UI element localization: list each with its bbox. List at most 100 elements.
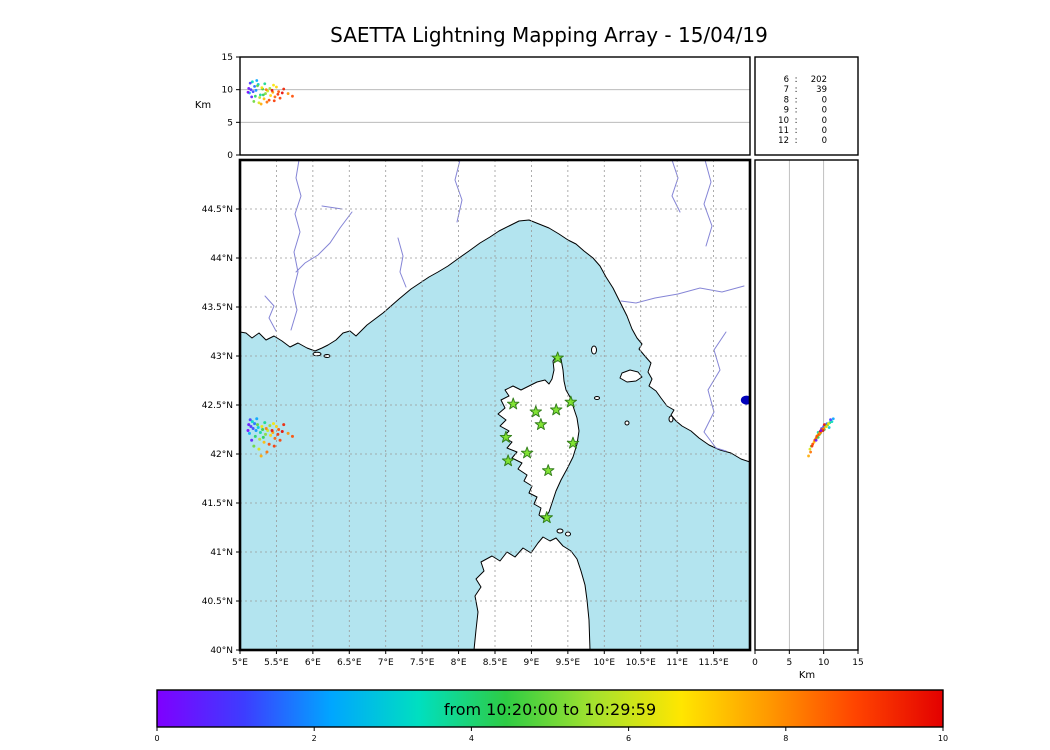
source-point-map — [272, 444, 276, 448]
source-point-map — [268, 424, 272, 428]
blue-marker-group — [740, 395, 750, 405]
station-count-n: 11 — [778, 126, 789, 136]
source-point-map — [256, 426, 260, 430]
source-point-alt-lat — [807, 454, 810, 458]
station-count-n: 6 — [784, 75, 789, 85]
source-point-alt-lon — [264, 88, 268, 92]
map-lon-labels: 5°E 5.5°E 6°E 6.5°E 7°E 7.5°E 8°E 8.5°E 9°E 9.5°E… — [232, 650, 729, 668]
station-count-sep: : — [795, 106, 798, 116]
source-point-map — [261, 428, 265, 431]
source-point-map — [248, 418, 252, 422]
source-point-alt-lon — [264, 92, 267, 95]
colorbar: from 10:20:00 to 10:29:59 0 2 4 6 8 10 — [154, 689, 948, 743]
source-point-map — [277, 428, 281, 431]
lma-station-marker — [551, 351, 564, 364]
lat-tick-label: 40°N — [210, 646, 233, 656]
colorbar-frame — [156, 689, 944, 728]
source-point-alt-lat — [818, 432, 821, 435]
source-point-map — [258, 430, 262, 434]
source-point-alt-lon — [273, 95, 277, 99]
mainland-europe-coastline — [240, 160, 750, 463]
colorbar-label: from 10:20:00 to 10:29:59 — [444, 700, 656, 719]
source-point-map — [265, 450, 269, 454]
source-point-alt-lon — [259, 102, 263, 106]
source-point-map — [270, 428, 274, 432]
lon-tick-label: 8.5°E — [483, 658, 508, 668]
station-count-n: 10 — [778, 116, 789, 126]
source-point-map — [247, 423, 251, 427]
source-point-alt-lon — [251, 90, 255, 94]
lma-station-marker — [501, 454, 515, 467]
source-point-alt-lon — [265, 100, 269, 104]
station-count-sep: : — [795, 85, 798, 95]
source-point-alt-lat — [819, 429, 823, 432]
colorbar-ticks: 0 2 4 6 8 10 — [154, 727, 948, 743]
source-point-alt-lon — [277, 90, 281, 94]
station-count-value: 0 — [822, 136, 827, 146]
altitude-tick-label: 5 — [227, 118, 233, 128]
source-point-alt-lon — [257, 101, 261, 105]
source-point-alt-lon — [258, 96, 262, 99]
source-point-map — [290, 434, 294, 438]
lma-station-marker — [520, 446, 534, 459]
source-point-map — [259, 454, 263, 458]
altitude-panel-ticks: 0 5 10 15 — [222, 53, 240, 161]
river-provence — [264, 295, 277, 332]
colorbar-tick-label: 4 — [469, 734, 474, 743]
source-point-alt-lat — [808, 447, 812, 451]
source-point-alt-lon — [256, 84, 259, 88]
altitude-panel-grid — [240, 89, 750, 123]
source-point-map — [282, 423, 286, 427]
source-point-map — [253, 434, 257, 438]
altitude-tick-label: 0 — [227, 151, 233, 161]
station-count-n: 7 — [784, 85, 789, 95]
station-count-sep: : — [795, 75, 798, 85]
source-point-map — [276, 432, 280, 436]
river-arno — [620, 285, 745, 304]
lat-tick-label: 42°N — [210, 450, 233, 460]
source-point-map — [261, 435, 265, 439]
lon-tick-label: 7°E — [378, 658, 394, 668]
station-count-background — [755, 57, 858, 155]
lon-tick-label: 11°E — [666, 658, 688, 668]
right-panel-frame — [754, 159, 859, 651]
altitude-axis-label: Km — [195, 100, 211, 111]
station-count-n: 8 — [784, 95, 789, 105]
lat-tick-label: 44°N — [210, 254, 233, 264]
source-point-alt-lon — [291, 94, 294, 98]
lon-tick-label: 8°E — [451, 658, 467, 668]
map-lat-labels: 44.5°N 44°N 43.5°N 43°N 42.5°N 42°N 41.5°N 41°N… — [202, 205, 240, 656]
colorbar-tick-label: 0 — [154, 734, 159, 743]
altitude-tick-label: 15 — [222, 53, 233, 63]
source-point-alt-lon — [276, 92, 280, 96]
altitude-panel-background — [240, 57, 750, 155]
source-point-alt-lat — [827, 426, 831, 429]
source-point-alt-lon — [249, 88, 253, 92]
source-point-map — [250, 438, 254, 442]
source-point-alt-lat — [810, 444, 814, 448]
station-count-value: 0 — [822, 126, 827, 136]
source-point-alt-lon — [260, 86, 264, 90]
lat-tick-label: 41°N — [210, 548, 233, 558]
source-point-alt-lat — [822, 423, 826, 426]
river-po-tributary-1 — [671, 160, 681, 213]
source-point-alt-lat — [809, 450, 813, 454]
altitude-panel-points — [246, 79, 294, 106]
station-count-rows: 6: 202 7: 39 8: 0 9: 0 10: 0 11: 0 12: 0 — [778, 75, 827, 146]
right-panel-background — [755, 160, 858, 650]
lon-tick-label: 9°E — [523, 658, 539, 668]
lma-station-marker — [564, 395, 577, 408]
lma-station-marker — [542, 464, 555, 476]
hyeres-island-1 — [312, 351, 322, 357]
giglio-island — [668, 415, 674, 423]
source-point-alt-lon — [246, 90, 250, 94]
source-point-map — [269, 433, 273, 437]
source-point-map — [255, 423, 259, 427]
source-point-alt-lon — [268, 86, 272, 90]
lat-tick-label: 43°N — [210, 352, 233, 362]
source-point-map — [273, 436, 277, 440]
right-tick-label: 5 — [786, 658, 792, 668]
lma-station-marker — [566, 436, 580, 449]
source-point-alt-lon — [262, 97, 266, 101]
lat-tick-label: 41.5°N — [202, 499, 233, 509]
